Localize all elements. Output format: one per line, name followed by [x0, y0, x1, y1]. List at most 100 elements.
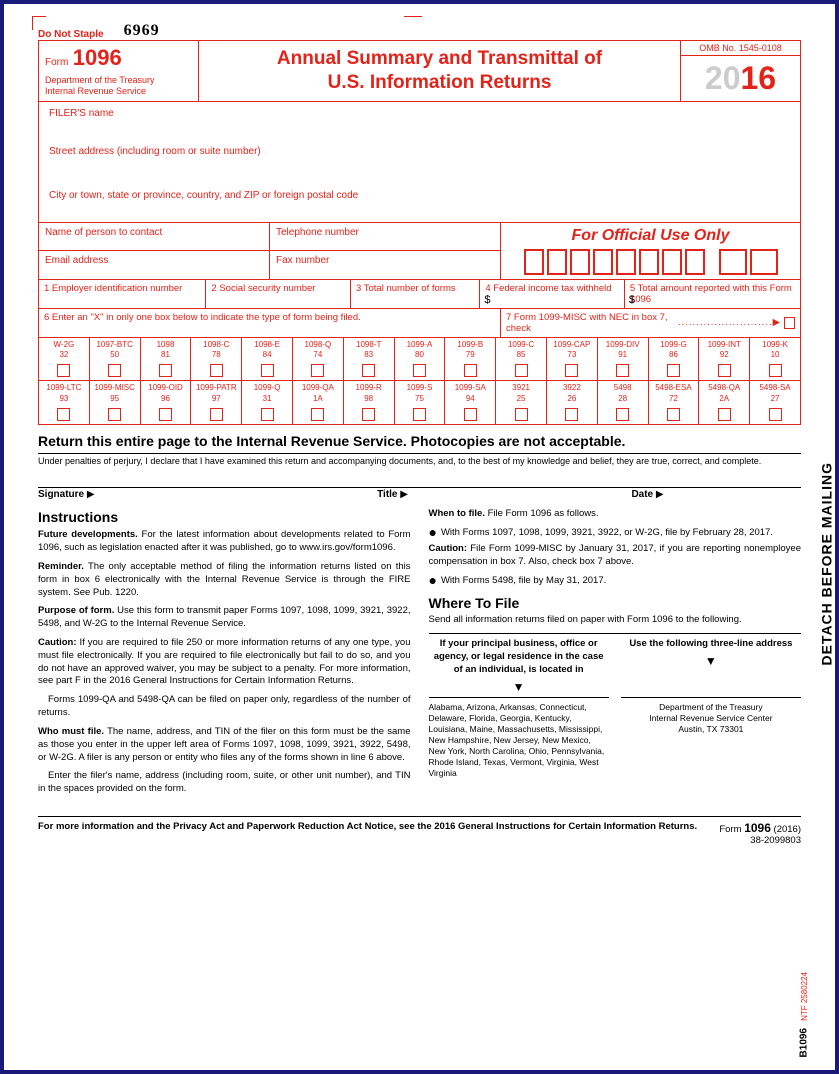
instructions-section: Instructions Future developments. For th… — [38, 508, 801, 802]
checkbox-5498[interactable] — [616, 408, 629, 421]
checkbox-1098-t[interactable] — [362, 364, 375, 377]
signature-field[interactable]: Signature ▶ — [38, 487, 377, 500]
qa-paper-only: Forms 1099-QA and 5498-QA can be filed o… — [38, 694, 411, 720]
checkbox-row-2: 1099-LTC931099-MISC951099-OID961099-PATR… — [39, 380, 800, 424]
filer-name-field[interactable]: FILER'S name — [39, 102, 800, 140]
checkbox-label: 1098-C — [203, 341, 229, 350]
form-word: Form — [45, 57, 68, 68]
fax-field[interactable]: Fax number — [269, 251, 500, 279]
checkbox-1098-c[interactable] — [210, 364, 223, 377]
box-5-total-amount[interactable]: 5 Total amount reported with this Form 1… — [625, 280, 800, 308]
contact-row2: Email address Fax number — [39, 250, 500, 279]
contact-grid: Name of person to contact Telephone numb… — [38, 223, 801, 280]
signature-row: Signature ▶ Title ▶ Date ▶ — [38, 487, 801, 500]
form-type-1099-g: 1099-G86 — [649, 338, 700, 381]
checkbox-w-2g[interactable] — [57, 364, 70, 377]
form-1096-page: DETACH BEFORE MAILING NTF 2580224 B1096 … — [38, 22, 801, 1052]
box-1-ein[interactable]: 1 Employer identification number — [39, 280, 206, 308]
official-use-label: For Official Use Only — [505, 227, 796, 245]
checkbox-1098-e[interactable] — [261, 364, 274, 377]
checkbox-1099-ltc[interactable] — [57, 408, 70, 421]
form-header: Form 1096 Department of the Treasury Int… — [38, 40, 801, 102]
down-arrow-icon: ▼ — [429, 679, 609, 695]
checkbox-label: 3921 — [512, 384, 530, 393]
checkbox-5498-esa[interactable] — [667, 408, 680, 421]
checkbox-5498-sa[interactable] — [769, 408, 782, 421]
scanbox — [685, 249, 705, 275]
checkbox-code: 74 — [313, 351, 322, 360]
page-footer: For more information and the Privacy Act… — [38, 816, 801, 846]
checkbox-1099-c[interactable] — [515, 364, 528, 377]
checkbox-1099-patr[interactable] — [210, 408, 223, 421]
checkbox-3922[interactable] — [565, 408, 578, 421]
email-field[interactable]: Email address — [39, 251, 269, 279]
ntf-code: NTF 2580224 — [800, 972, 809, 1021]
form-type-3921: 3921 25 — [496, 381, 547, 424]
checkbox-label: 1098-E — [254, 341, 280, 350]
box-3-total-forms[interactable]: 3 Total number of forms — [351, 280, 480, 308]
checkbox-5498-qa[interactable] — [718, 408, 731, 421]
checkbox-1097-btc[interactable] — [108, 364, 121, 377]
checkbox-1099-k[interactable] — [769, 364, 782, 377]
where-intro: Send all information returns filed on pa… — [429, 614, 802, 627]
checkbox-label: 1099-MISC — [94, 384, 134, 393]
checkbox-1099-div[interactable] — [616, 364, 629, 377]
checkbox-3921[interactable] — [515, 408, 528, 421]
checkbox-1099-g[interactable] — [667, 364, 680, 377]
scanbox — [547, 249, 567, 275]
filer-city-field[interactable]: City or town, state or province, country… — [39, 184, 800, 222]
scanbox — [593, 249, 613, 275]
checkbox-code: 26 — [567, 395, 576, 404]
department-lines: Department of the Treasury Internal Reve… — [45, 75, 192, 97]
line-7-checkbox[interactable] — [784, 317, 795, 329]
filer-fields: FILER'S name Street address (including r… — [39, 102, 800, 222]
telephone-field[interactable]: Telephone number — [269, 223, 500, 251]
checkbox-1099-int[interactable] — [718, 364, 731, 377]
checkbox-1099-misc[interactable] — [108, 408, 121, 421]
checkbox-label: 5498 — [614, 384, 632, 393]
where-to-file-heading: Where To File — [429, 594, 802, 613]
checkbox-label: 5498-SA — [759, 384, 790, 393]
form-type-1098: 109881 — [141, 338, 192, 381]
checkbox-1099-b[interactable] — [464, 364, 477, 377]
line-7-label: 7 Form 1099-MISC with NEC in box 7, chec… — [500, 309, 800, 337]
instructions-col-right: When to file. File Form 1096 as follows.… — [429, 508, 802, 802]
checkbox-code: 31 — [263, 395, 272, 404]
contact-person-field[interactable]: Name of person to contact — [39, 223, 269, 251]
return-instruction: Return this entire page to the Internal … — [38, 433, 801, 449]
header-right: OMB No. 1545-0108 2016 — [680, 41, 800, 101]
checkbox-1099-q[interactable] — [261, 408, 274, 421]
box-2-ssn[interactable]: 2 Social security number — [206, 280, 351, 308]
checkbox-row-1: W-2G321097-BTC501098811098-C781098-E8410… — [39, 338, 800, 381]
handwritten-number: 6969 — [124, 22, 160, 40]
checkbox-1099-oid[interactable] — [159, 408, 172, 421]
line-7-text: 7 Form 1099-MISC with NEC in box 7, chec… — [506, 312, 678, 334]
title-field[interactable]: Title ▶ — [377, 487, 631, 500]
checkbox-1099-s[interactable] — [413, 408, 426, 421]
checkbox-label: 1099-QA — [302, 384, 334, 393]
checkbox-code: 25 — [517, 395, 526, 404]
checkbox-1099-sa[interactable] — [464, 408, 477, 421]
checkbox-code: 91 — [618, 351, 627, 360]
checkbox-label: 5498-ESA — [655, 384, 691, 393]
date-field[interactable]: Date ▶ — [631, 487, 801, 500]
checkbox-1099-r[interactable] — [362, 408, 375, 421]
year-suffix: 16 — [741, 60, 777, 97]
when-to-file: When to file. File Form 1096 as follows. — [429, 508, 802, 521]
checkbox-1098-q[interactable] — [311, 364, 324, 377]
checkbox-1099-a[interactable] — [413, 364, 426, 377]
checkbox-label: 1099-CAP — [553, 341, 590, 350]
checkbox-code: 80 — [415, 351, 424, 360]
checkbox-code: 50 — [110, 351, 119, 360]
filer-street-field[interactable]: Street address (including room or suite … — [39, 140, 800, 184]
scanbox — [570, 249, 590, 275]
box-4-tax-withheld[interactable]: 4 Federal income tax withheld$ — [480, 280, 625, 308]
checkbox-1099-qa[interactable] — [311, 408, 324, 421]
where-header-left: If your principal business, office or ag… — [429, 638, 609, 676]
checkbox-label: 1099-INT — [708, 341, 741, 350]
checkbox-label: 1098-T — [356, 341, 381, 350]
checkbox-1099-cap[interactable] — [565, 364, 578, 377]
checkbox-label: 1098-Q — [305, 341, 332, 350]
document-frame: DETACH BEFORE MAILING NTF 2580224 B1096 … — [0, 0, 839, 1074]
checkbox-1098[interactable] — [159, 364, 172, 377]
